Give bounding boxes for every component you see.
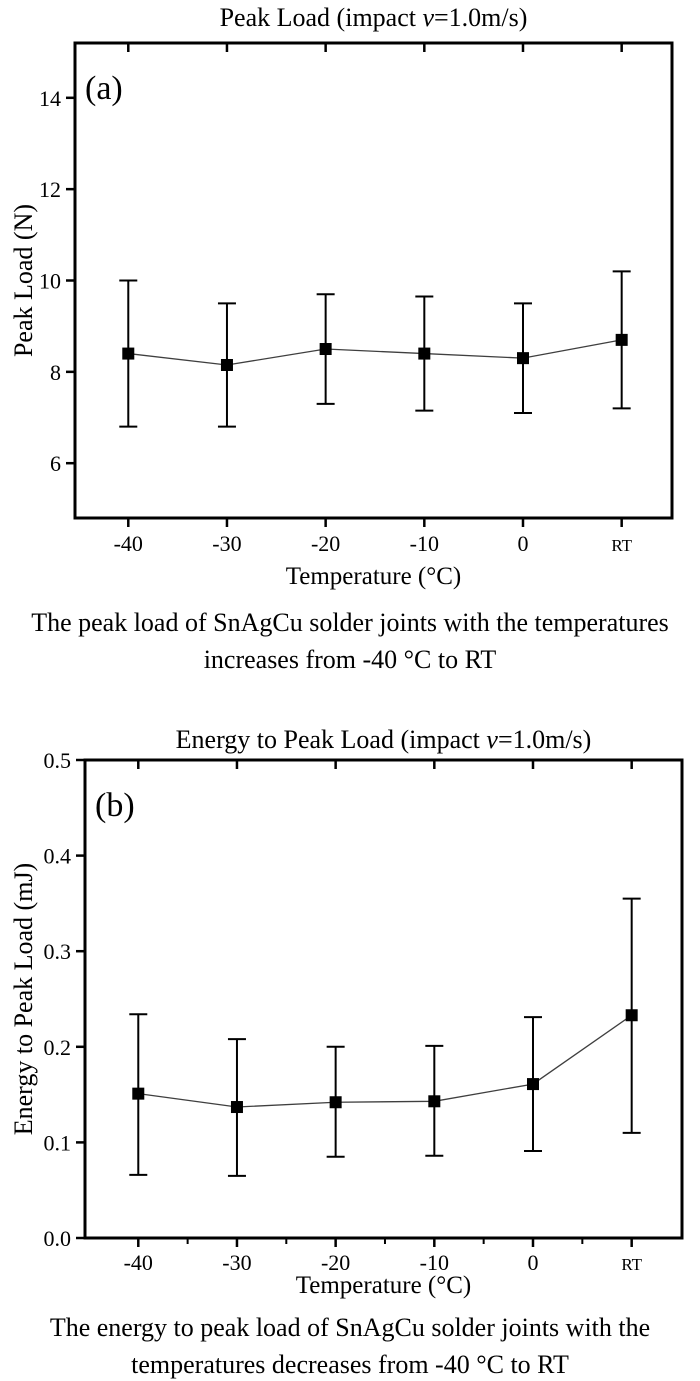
data-point-marker: [319, 343, 332, 356]
x-tick-label: RT: [621, 1255, 642, 1274]
plot-box: [83, 758, 684, 1240]
caption-b: The energy to peak load of SnAgCu solder…: [0, 1309, 700, 1381]
data-point-marker: [230, 1101, 243, 1114]
y-tick-label: 0.3: [44, 939, 72, 964]
x-tick-label: -40: [124, 1250, 153, 1275]
caption-b-line2: temperatures decreases from -40 °C to RT: [131, 1350, 569, 1379]
caption-a: The peak load of SnAgCu solder joints wi…: [0, 604, 700, 678]
x-tick-label: 0: [527, 1250, 538, 1275]
caption-a-line2: increases from -40 °C to RT: [203, 645, 497, 674]
y-axis-label: Energy to Peak Load (mJ): [9, 863, 38, 1135]
y-tick-label: 0.0: [44, 1226, 72, 1251]
chart-title: Energy to Peak Load (impact v=1.0m/s): [176, 725, 592, 754]
y-axis-label: Peak Load (N): [9, 204, 38, 357]
y-tick-label: 10: [39, 269, 61, 294]
y-tick-label: 8: [50, 360, 61, 385]
x-tick-label: -30: [222, 1250, 251, 1275]
x-tick-label: -20: [311, 531, 340, 556]
data-point-marker: [516, 352, 529, 365]
chart-a-peak-load: Peak Load (impact v=1.0m/s) (a) 6 8 10 12 14 -4…: [9, 3, 674, 590]
x-tick-label: 0: [517, 531, 528, 556]
data-point-marker: [122, 347, 135, 360]
data-point-marker: [428, 1095, 441, 1108]
x-tick-label: -20: [321, 1250, 350, 1275]
y-tick-label: 0.4: [44, 844, 72, 869]
y-tick-label: 0.2: [44, 1035, 72, 1060]
caption-b-line1: The energy to peak load of SnAgCu solder…: [49, 1313, 651, 1342]
data-point-marker: [526, 1078, 539, 1091]
chart-b-energy-to-peak-load: Energy to Peak Load (impact v=1.0m/s) (b)…: [9, 725, 684, 1299]
y-tick-label: 14: [39, 86, 61, 111]
chart-title: Peak Load (impact v=1.0m/s): [220, 3, 528, 32]
data-point-marker: [418, 347, 431, 360]
y-tick-label: 6: [50, 451, 61, 476]
data-point-marker: [625, 1009, 638, 1022]
data-line: [128, 339, 622, 366]
plot-box: [73, 41, 674, 520]
x-tick-label: -30: [212, 531, 241, 556]
x-axis-label: Temperature (°C): [286, 563, 462, 590]
panel-label: (b): [95, 787, 135, 824]
x-tick-label: RT: [611, 536, 632, 555]
x-tick-label: -40: [114, 531, 143, 556]
data-point-marker: [132, 1087, 145, 1100]
x-tick-label: -10: [410, 531, 439, 556]
panel-label: (a): [85, 70, 123, 107]
y-tick-label: 12: [39, 177, 61, 202]
data-point-marker: [220, 358, 233, 371]
y-tick-label: 0.5: [44, 748, 72, 773]
y-tick-label: 0.1: [44, 1130, 72, 1155]
data-point-marker: [615, 333, 628, 346]
data-line: [138, 1014, 633, 1108]
data-point-marker: [329, 1096, 342, 1109]
x-tick-label: -10: [420, 1250, 449, 1275]
caption-a-line1: The peak load of SnAgCu solder joints wi…: [31, 608, 669, 637]
x-axis-label: Temperature (°C): [296, 1272, 472, 1299]
